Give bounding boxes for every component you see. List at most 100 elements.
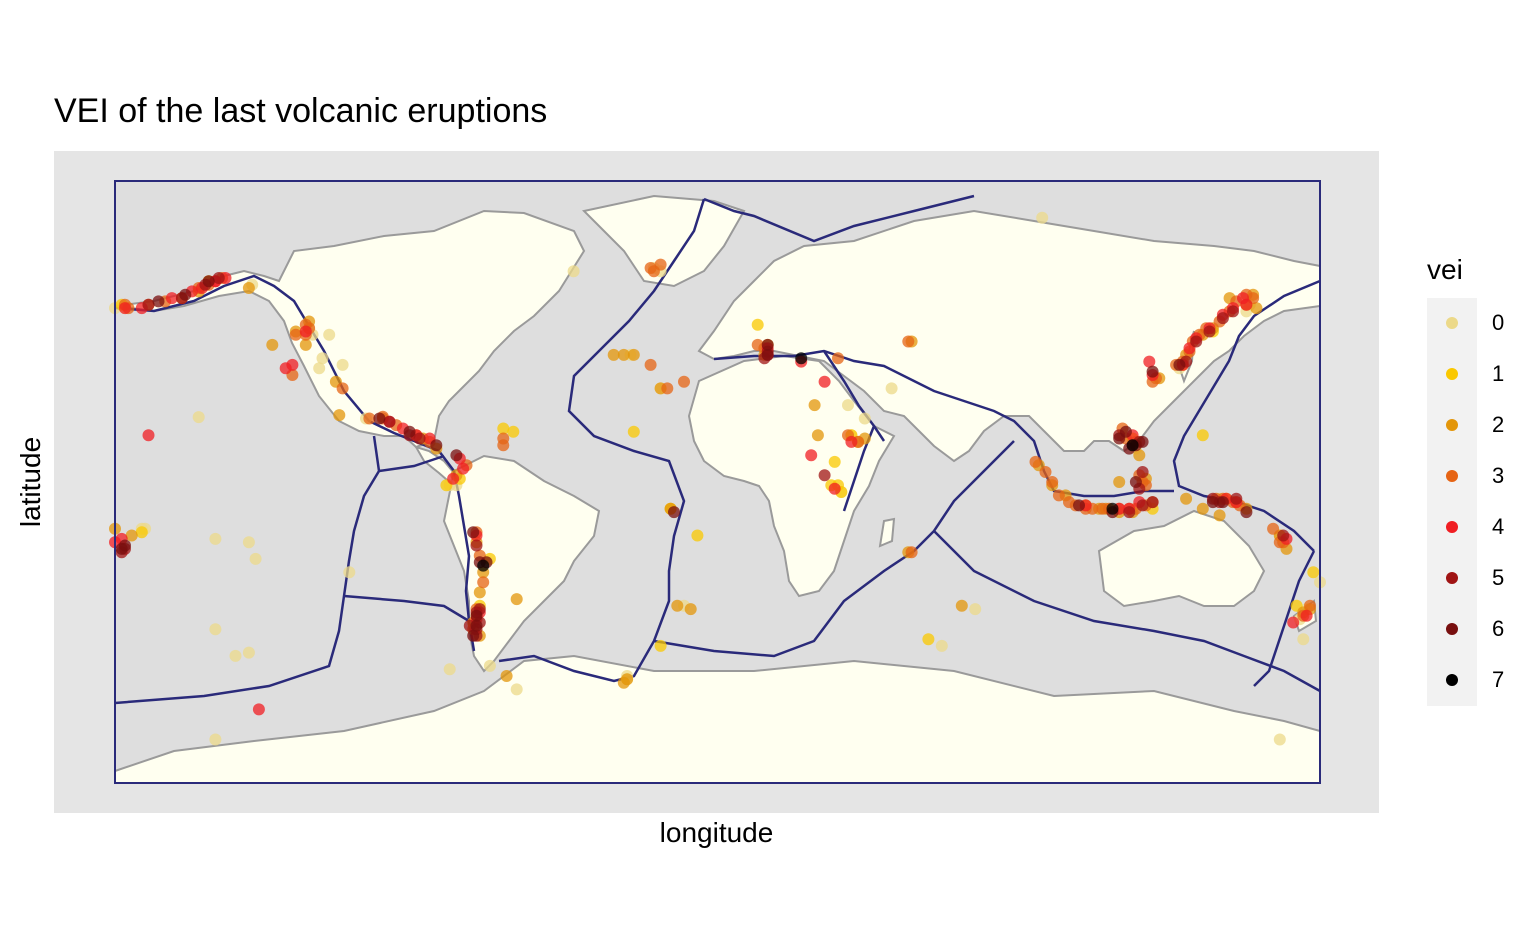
eruption-point-vei-6 xyxy=(202,275,215,288)
europe-asia xyxy=(697,209,1321,463)
eruption-point-vei-6 xyxy=(470,619,483,632)
eruption-point-vei-2 xyxy=(473,586,486,599)
eruption-point-vei-1 xyxy=(1307,566,1320,579)
legend-key-0: 0 xyxy=(1427,298,1504,349)
eruption-point-vei-6 xyxy=(1129,476,1142,488)
eruption-point-vei-3 xyxy=(902,335,915,348)
eruption-point-vei-2 xyxy=(500,670,513,682)
eruption-point-vei-0 xyxy=(209,733,222,746)
plate-boundary-nazca xyxy=(343,594,470,623)
eruption-point-vei-1 xyxy=(828,455,841,468)
legend-label-5: 5 xyxy=(1492,565,1505,590)
legend-swatch-3 xyxy=(1446,470,1458,482)
eruption-point-vei-6 xyxy=(403,425,416,438)
eruption-point-vei-3 xyxy=(644,358,657,371)
eruption-point-vei-1 xyxy=(654,639,667,652)
eruption-point-vei-5 xyxy=(1203,325,1216,338)
eruption-point-vei-0 xyxy=(885,382,898,395)
eruption-point-vei-2 xyxy=(299,338,312,351)
eruption-point-vei-4 xyxy=(805,449,818,462)
legend-key-1: 1 xyxy=(1427,349,1504,400)
eruption-point-vei-0 xyxy=(336,358,349,371)
plate-boundary-southwest-indian xyxy=(653,440,1015,658)
eruption-point-vei-4 xyxy=(286,358,299,371)
eruption-point-vei-0 xyxy=(313,362,326,375)
eruption-point-vei-1 xyxy=(751,318,764,331)
eruption-point-vei-6 xyxy=(761,338,774,351)
eruption-point-vei-1 xyxy=(497,422,510,435)
eruption-point-vei-3 xyxy=(497,432,510,445)
eruption-point-vei-6 xyxy=(115,542,128,555)
x-axis-label: longitude xyxy=(659,817,774,848)
eruption-point-vei-0 xyxy=(323,328,336,341)
eruption-point-vei-4 xyxy=(1300,609,1313,622)
map-panel xyxy=(54,151,1379,813)
eruption-point-vei-1 xyxy=(1196,429,1209,442)
eruption-point-vei-2 xyxy=(1213,509,1226,522)
eruption-point-vei-5 xyxy=(212,272,225,284)
eruption-point-vei-0 xyxy=(969,603,982,616)
eruption-point-vei-5 xyxy=(1277,529,1290,542)
eruption-point-vei-6 xyxy=(450,449,463,462)
legend-key-7: 7 xyxy=(1427,655,1504,706)
eruption-point-vei-5 xyxy=(383,415,396,428)
legend-swatch-4 xyxy=(1446,521,1458,533)
eruption-point-vei-4 xyxy=(142,429,155,442)
eruption-point-vei-2 xyxy=(125,529,138,542)
eruption-point-vei-0 xyxy=(1036,211,1049,224)
eruption-point-vei-4 xyxy=(447,472,460,485)
legend-keys: 0 1 2 3 4 5 6 7 xyxy=(1427,298,1504,706)
eruption-point-vei-7 xyxy=(1126,439,1139,452)
eruption-points xyxy=(109,211,1326,746)
legend-swatch-2 xyxy=(1446,419,1458,431)
legend-key-2: 2 xyxy=(1427,400,1504,451)
eruption-point-vei-4 xyxy=(299,325,312,338)
eruption-point-vei-2 xyxy=(684,603,697,616)
eruption-point-vei-5 xyxy=(1227,305,1239,318)
eruption-point-vei-6 xyxy=(470,609,483,622)
eruption-point-vei-1 xyxy=(627,425,640,438)
eruption-point-vei-1 xyxy=(507,425,520,438)
eruption-point-vei-2 xyxy=(266,338,279,351)
eruption-point-vei-4 xyxy=(252,703,265,716)
legend-label-6: 6 xyxy=(1492,616,1505,641)
plate-boundary-cocos xyxy=(378,454,445,473)
eruption-point-vei-6 xyxy=(1136,435,1149,448)
eruption-point-vei-6 xyxy=(1119,425,1132,438)
legend-key-5: 5 xyxy=(1427,553,1504,604)
map-svg xyxy=(109,180,1326,784)
eruption-point-vei-3 xyxy=(1046,476,1059,488)
legend-title: vei xyxy=(1427,254,1463,285)
eruption-point-vei-6 xyxy=(1240,506,1253,519)
eruption-point-vei-7 xyxy=(1106,502,1119,515)
eruption-point-vei-2 xyxy=(617,348,630,361)
eruption-point-vei-0 xyxy=(1273,733,1286,746)
eruption-point-vei-5 xyxy=(1230,492,1243,505)
eruption-point-vei-5 xyxy=(1190,335,1203,348)
eruption-point-vei-3 xyxy=(1052,489,1065,502)
eruption-point-vei-5 xyxy=(142,298,155,311)
eruption-point-vei-0 xyxy=(567,265,580,278)
eruption-point-vei-1 xyxy=(691,529,704,542)
eruption-point-vei-2 xyxy=(1250,302,1263,315)
eruption-point-vei-0 xyxy=(249,552,262,565)
eruption-point-vei-3 xyxy=(1029,455,1042,468)
eruption-point-vei-0 xyxy=(343,566,356,579)
legend-key-3: 3 xyxy=(1427,451,1504,502)
madagascar xyxy=(878,517,896,548)
legend-swatch-6 xyxy=(1446,623,1458,635)
legend-label-4: 4 xyxy=(1492,514,1505,539)
eruption-point-vei-2 xyxy=(1180,492,1193,505)
eruption-point-vei-4 xyxy=(1143,355,1156,368)
eruption-point-vei-0 xyxy=(510,683,523,696)
eruption-point-vei-3 xyxy=(1267,522,1280,535)
eruption-point-vei-6 xyxy=(1073,499,1085,512)
plate-boundary-tonga-kermadec xyxy=(1253,550,1316,687)
eruption-point-vei-6 xyxy=(467,629,480,642)
eruption-point-vei-0 xyxy=(242,536,255,549)
eruption-point-vei-5 xyxy=(1123,506,1136,519)
eruption-point-vei-2 xyxy=(242,282,255,294)
eruption-point-vei-4 xyxy=(818,375,831,388)
eruption-point-vei-4 xyxy=(119,302,131,315)
eruption-point-vei-6 xyxy=(152,295,165,308)
